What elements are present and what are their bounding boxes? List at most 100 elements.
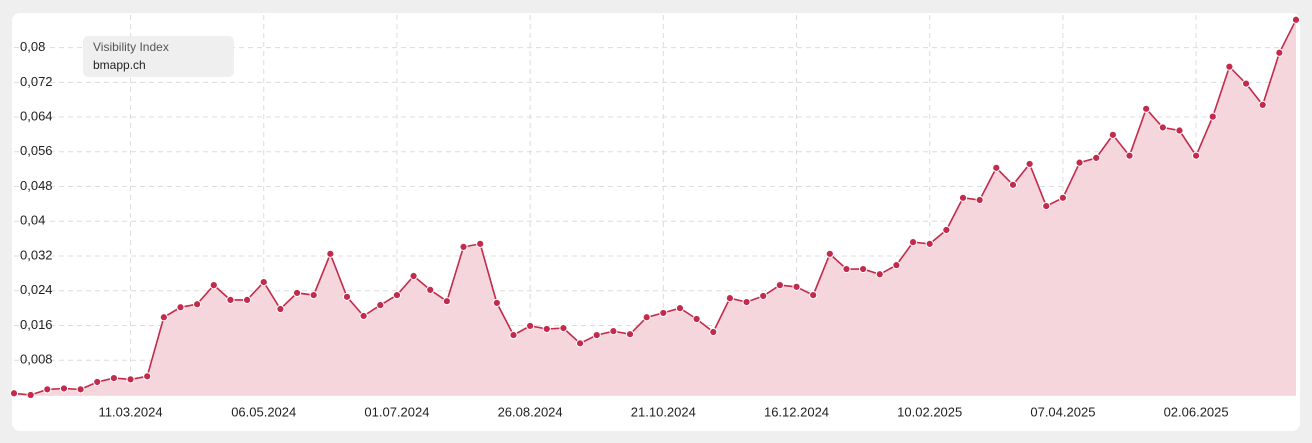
point bbox=[26, 390, 35, 400]
labels: 0,008 0,016 0,024 0,032 0,04 0,048 0,056 0,064 0… bbox=[20, 39, 1229, 419]
x-tick-label: 16.12.2024 bbox=[764, 404, 829, 419]
point bbox=[359, 311, 368, 321]
point bbox=[1142, 104, 1151, 113]
y-tick-label: 0,056 bbox=[20, 143, 53, 158]
x-tick-label: 10.02.2025 bbox=[897, 404, 962, 419]
x-tick-label: 21.10.2024 bbox=[631, 404, 696, 419]
point bbox=[209, 281, 218, 290]
point bbox=[1225, 62, 1234, 71]
point bbox=[409, 271, 418, 281]
point bbox=[492, 298, 501, 308]
point bbox=[1241, 79, 1251, 88]
point bbox=[1192, 151, 1201, 160]
point bbox=[259, 277, 268, 287]
legend-entry: bmapp.ch bbox=[93, 58, 146, 72]
point bbox=[842, 264, 851, 274]
point bbox=[775, 281, 784, 290]
point bbox=[625, 330, 635, 339]
y-tick-label: 0,08 bbox=[20, 39, 45, 54]
point bbox=[342, 292, 352, 301]
y-tick-label: 0,024 bbox=[20, 282, 53, 297]
legend-title: Visibility Index bbox=[93, 40, 169, 54]
x-tick-label: 26.08.2024 bbox=[498, 404, 563, 419]
point bbox=[159, 313, 168, 322]
point bbox=[725, 294, 735, 303]
plot bbox=[9, 15, 1301, 400]
point bbox=[559, 324, 568, 333]
point bbox=[925, 239, 934, 248]
point bbox=[809, 291, 818, 300]
area bbox=[14, 19, 1296, 396]
x-tick-label: 02.06.2025 bbox=[1164, 404, 1229, 419]
y-tick-label: 0,048 bbox=[20, 178, 53, 193]
point bbox=[659, 308, 668, 318]
point bbox=[509, 330, 518, 340]
point bbox=[709, 327, 718, 337]
point bbox=[892, 261, 901, 270]
point bbox=[825, 249, 834, 258]
point bbox=[992, 163, 1001, 172]
point bbox=[1075, 158, 1084, 167]
point bbox=[1058, 193, 1068, 202]
point bbox=[642, 313, 651, 322]
point bbox=[609, 327, 618, 336]
point bbox=[1042, 201, 1051, 211]
y-tick-label: 0,016 bbox=[20, 317, 53, 332]
y-tick-label: 0,072 bbox=[20, 74, 53, 89]
point bbox=[942, 225, 951, 235]
point bbox=[376, 301, 385, 310]
point bbox=[542, 324, 551, 334]
point bbox=[592, 330, 601, 340]
point bbox=[9, 389, 19, 398]
legend-box bbox=[83, 36, 234, 77]
point bbox=[1108, 130, 1117, 139]
point bbox=[392, 291, 402, 300]
point bbox=[859, 264, 868, 274]
point bbox=[575, 339, 585, 348]
point bbox=[176, 303, 185, 312]
point bbox=[476, 239, 485, 248]
point bbox=[526, 321, 535, 331]
point bbox=[1158, 123, 1167, 132]
x-tick-label: 07.04.2025 bbox=[1030, 404, 1095, 419]
point bbox=[1275, 48, 1284, 57]
point bbox=[742, 297, 751, 307]
x-tick-label: 06.05.2024 bbox=[231, 404, 296, 419]
point bbox=[93, 377, 102, 387]
point bbox=[908, 238, 918, 247]
point bbox=[309, 291, 318, 300]
point bbox=[1208, 112, 1217, 121]
point bbox=[958, 193, 968, 202]
point bbox=[326, 249, 335, 258]
point bbox=[675, 304, 685, 313]
point bbox=[109, 373, 118, 383]
point bbox=[242, 295, 252, 304]
point bbox=[226, 295, 235, 304]
point bbox=[59, 384, 69, 393]
x-tick-label: 01.07.2024 bbox=[364, 404, 429, 419]
x-tick-label: 11.03.2024 bbox=[98, 404, 162, 419]
point bbox=[442, 297, 451, 306]
point bbox=[759, 291, 768, 301]
point bbox=[1258, 100, 1267, 109]
point bbox=[1092, 153, 1101, 162]
point bbox=[193, 300, 202, 309]
y-tick-label: 0,032 bbox=[20, 247, 53, 262]
point bbox=[975, 195, 984, 205]
point bbox=[875, 270, 884, 279]
point bbox=[459, 242, 468, 252]
point bbox=[76, 385, 85, 394]
point bbox=[692, 314, 701, 324]
point bbox=[143, 372, 152, 381]
point bbox=[792, 282, 801, 291]
point bbox=[1291, 15, 1301, 24]
y-tick-label: 0,04 bbox=[20, 213, 45, 228]
point bbox=[1008, 180, 1018, 189]
point bbox=[426, 285, 435, 295]
point bbox=[292, 288, 302, 298]
point bbox=[43, 385, 52, 394]
point bbox=[1025, 159, 1034, 169]
y-tick-label: 0,008 bbox=[20, 352, 53, 367]
